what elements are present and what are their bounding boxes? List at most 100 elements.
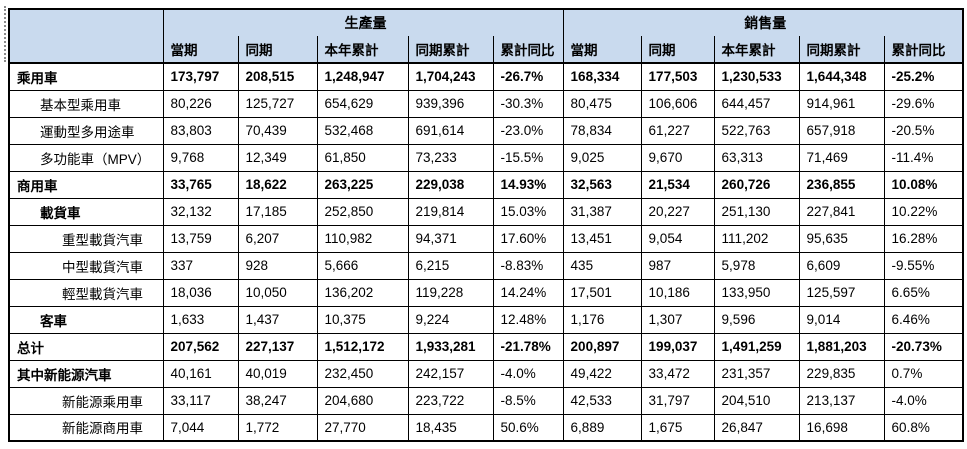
value-cell: 20,227 — [640, 197, 715, 226]
sub-header-row: 當期 同期 本年累計 同期累計 累計同比 當期 同期 本年累計 同期累計 累計同… — [9, 36, 964, 64]
value-cell: 928 — [237, 251, 318, 280]
value-cell: 95,635 — [798, 224, 885, 253]
value-cell: 6,609 — [798, 251, 885, 280]
value-cell: 31,387 — [562, 197, 642, 226]
sales-group-header: 銷售量 — [562, 8, 964, 36]
row-label: 商用車 — [8, 170, 164, 199]
value-cell: -4.0% — [883, 386, 964, 415]
corner-cell — [8, 8, 164, 64]
value-cell: 1,675 — [640, 413, 715, 442]
value-cell: 16.28% — [883, 224, 964, 253]
value-cell: -21.78% — [492, 332, 564, 361]
table-row: 新能源商用車 7,044 1,772 27,770 18,435 50.6% 6,889 1,… — [8, 413, 964, 442]
row-label: 基本型乘用車 — [8, 89, 164, 118]
value-cell: 227,137 — [237, 332, 318, 361]
value-cell: 106,606 — [640, 89, 715, 118]
value-cell: 7,044 — [162, 413, 239, 442]
value-cell: 6,889 — [562, 413, 642, 442]
value-cell: 12.48% — [492, 305, 564, 334]
value-cell: 231,357 — [713, 359, 800, 388]
value-cell: 136,202 — [316, 278, 409, 307]
value-cell: 337 — [162, 251, 239, 280]
value-cell: 9,014 — [798, 305, 885, 334]
value-cell: 80,226 — [162, 89, 239, 118]
value-cell: -8.83% — [492, 251, 564, 280]
value-cell: 21,534 — [640, 170, 715, 199]
value-cell: 914,961 — [798, 89, 885, 118]
value-cell: 16,698 — [798, 413, 885, 442]
table-row: 載貨車 32,132 17,185 252,850 219,814 15.03% 31,38… — [8, 197, 964, 226]
value-cell: 61,850 — [316, 143, 409, 172]
value-cell: -20.5% — [883, 116, 964, 145]
value-cell: 236,855 — [798, 170, 885, 199]
table-body: 乘用車 173,797 208,515 1,248,947 1,704,243 -26.7… — [8, 62, 964, 442]
row-label: 新能源乘用車 — [8, 386, 164, 415]
value-cell: 78,834 — [562, 116, 642, 145]
value-cell: -4.0% — [492, 359, 564, 388]
column-header-production-yoy: 累計同比 — [492, 36, 564, 64]
value-cell: 14.93% — [492, 170, 564, 199]
value-cell: 133,950 — [713, 278, 800, 307]
column-header-production-ytd: 本年累計 — [316, 36, 409, 64]
value-cell: 9,596 — [713, 305, 800, 334]
value-cell: 6,207 — [237, 224, 318, 253]
value-cell: -26.7% — [492, 62, 564, 91]
value-cell: 13,759 — [162, 224, 239, 253]
value-cell: 63,313 — [713, 143, 800, 172]
value-cell: 1,772 — [237, 413, 318, 442]
value-cell: 229,835 — [798, 359, 885, 388]
table-row: 重型載貨汽車 13,759 6,207 110,982 94,371 17.60% 13,4… — [8, 224, 964, 253]
value-cell: 10,186 — [640, 278, 715, 307]
value-cell: 50.6% — [492, 413, 564, 442]
value-cell: 252,850 — [316, 197, 409, 226]
value-cell: 13,451 — [562, 224, 642, 253]
value-cell: 204,680 — [316, 386, 409, 415]
value-cell: 1,633 — [162, 305, 239, 334]
value-cell: 6.46% — [883, 305, 964, 334]
value-cell: 657,918 — [798, 116, 885, 145]
value-cell: 5,666 — [316, 251, 409, 280]
value-cell: 9,768 — [162, 143, 239, 172]
value-cell: 27,770 — [316, 413, 409, 442]
value-cell: -20.73% — [883, 332, 964, 361]
row-label: 乘用車 — [8, 62, 164, 91]
row-label: 運動型多用途車 — [8, 116, 164, 145]
value-cell: 1,230,533 — [713, 62, 800, 91]
value-cell: 38,247 — [237, 386, 318, 415]
table-row: 中型載貨汽車 337 928 5,666 6,215 -8.83% 435 987 5,978 6… — [8, 251, 964, 280]
value-cell: 33,765 — [162, 170, 239, 199]
value-cell: 227,841 — [798, 197, 885, 226]
column-header-production-current: 當期 — [162, 36, 239, 64]
value-cell: 14.24% — [492, 278, 564, 307]
value-cell: 119,228 — [407, 278, 494, 307]
value-cell: 1,176 — [562, 305, 642, 334]
value-cell: 260,726 — [713, 170, 800, 199]
value-cell: 168,334 — [562, 62, 642, 91]
value-cell: 17,185 — [237, 197, 318, 226]
table-row: 輕型載貨汽車 18,036 10,050 136,202 119,228 14.24% 17… — [8, 278, 964, 307]
value-cell: 10.08% — [883, 170, 964, 199]
value-cell: 199,037 — [640, 332, 715, 361]
value-cell: 125,597 — [798, 278, 885, 307]
row-label: 多功能車（MPV） — [8, 143, 164, 172]
value-cell: 654,629 — [316, 89, 409, 118]
table-row: 客車 1,633 1,437 10,375 9,224 12.48% 1,176 1,307 9… — [8, 305, 964, 334]
value-cell: 207,562 — [162, 332, 239, 361]
row-label: 客車 — [8, 305, 164, 334]
value-cell: -29.6% — [883, 89, 964, 118]
value-cell: 15.03% — [492, 197, 564, 226]
column-header-production-prior-period: 同期 — [237, 36, 318, 64]
value-cell: 177,503 — [640, 62, 715, 91]
table-row: 新能源乘用車 33,117 38,247 204,680 223,722 -8.5% 42,… — [8, 386, 964, 415]
value-cell: 1,437 — [237, 305, 318, 334]
value-cell: 229,038 — [407, 170, 494, 199]
value-cell: 9,025 — [562, 143, 642, 172]
value-cell: 40,161 — [162, 359, 239, 388]
value-cell: 213,137 — [798, 386, 885, 415]
value-cell: 40,019 — [237, 359, 318, 388]
value-cell: 32,132 — [162, 197, 239, 226]
value-cell: 1,491,259 — [713, 332, 800, 361]
page-break-marker — [4, 6, 6, 62]
value-cell: 1,512,172 — [316, 332, 409, 361]
